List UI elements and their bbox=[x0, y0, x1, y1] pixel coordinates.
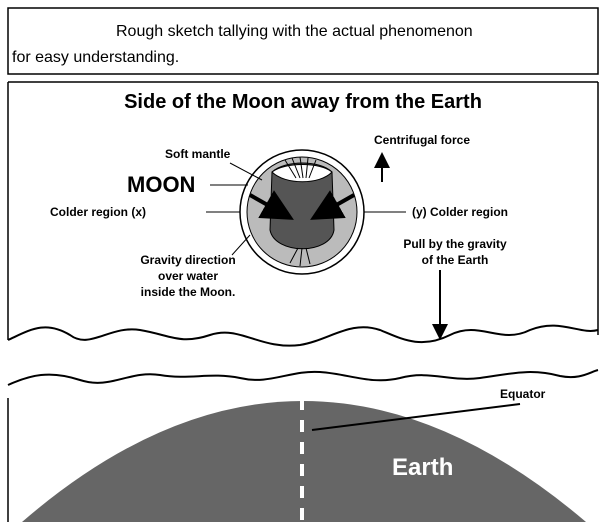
label: (y) Colder region bbox=[412, 205, 508, 219]
title: Side of the Moon away from the Earth bbox=[124, 91, 482, 113]
label: Gravity direction bbox=[140, 253, 235, 267]
label: Pull by the gravity bbox=[403, 237, 507, 251]
header-box bbox=[7, 7, 599, 75]
label: inside the Moon. bbox=[141, 285, 236, 299]
fissures bbox=[284, 156, 317, 267]
label: MOON bbox=[127, 172, 195, 197]
label: Soft mantle bbox=[165, 147, 231, 161]
header-line: Rough sketch tallying with the actual ph… bbox=[116, 23, 473, 40]
header-line: for easy understanding. bbox=[12, 49, 179, 66]
gravity-arrow bbox=[249, 190, 294, 220]
leader bbox=[229, 162, 263, 181]
moon-core bbox=[269, 162, 335, 250]
leader bbox=[231, 234, 251, 256]
wavy-edge bbox=[7, 369, 599, 386]
gravity-arrow bbox=[310, 190, 355, 220]
earth bbox=[22, 401, 586, 522]
label: of the Earth bbox=[422, 253, 489, 267]
leader bbox=[311, 403, 521, 431]
label: Colder region (x) bbox=[50, 205, 146, 219]
panel-border bbox=[7, 81, 599, 340]
label: Earth bbox=[392, 454, 453, 481]
label: Centrifugal force bbox=[374, 133, 470, 147]
wavy-edge bbox=[7, 324, 599, 347]
label: over water bbox=[158, 269, 218, 283]
label: Equator bbox=[500, 387, 546, 401]
